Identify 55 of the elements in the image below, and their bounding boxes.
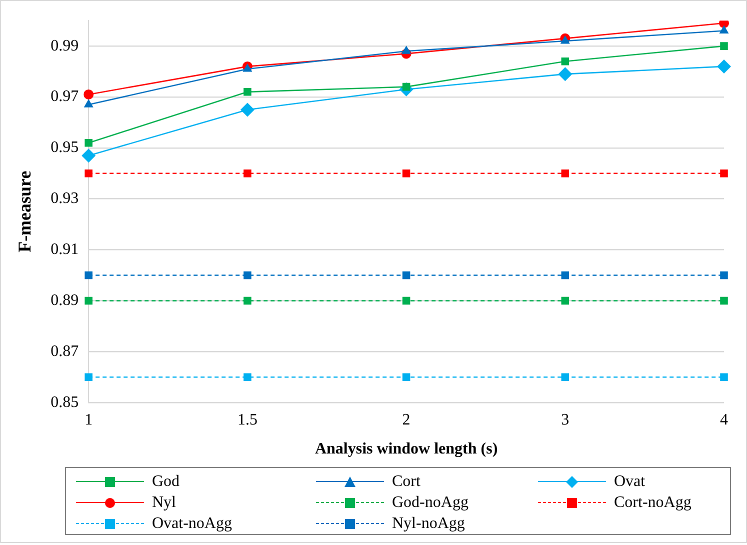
legend-label: Ovat xyxy=(614,472,646,492)
y-tick-label: 0.97 xyxy=(50,88,79,106)
point xyxy=(84,373,92,382)
x-tick-label: 1.5 xyxy=(237,411,258,428)
point xyxy=(717,59,731,74)
point xyxy=(244,373,252,382)
point xyxy=(561,271,570,280)
x-tick-label: 3 xyxy=(561,411,570,428)
point xyxy=(84,89,94,100)
y-tick-label: 0.85 xyxy=(50,394,79,411)
y-tick-label: 0.93 xyxy=(50,190,79,208)
y-tick-label: 0.89 xyxy=(50,292,79,309)
point xyxy=(84,99,94,108)
x-tick-label: 2 xyxy=(402,411,410,428)
legend-label: Nyl-noAgg xyxy=(392,514,465,534)
point xyxy=(561,373,570,382)
point xyxy=(244,88,252,96)
y-tick-label: 0.91 xyxy=(50,241,79,258)
y-axis-title: F-measure xyxy=(14,170,34,252)
point xyxy=(402,296,410,305)
point xyxy=(720,42,728,50)
point xyxy=(720,373,728,382)
y-tick-label: 0.87 xyxy=(50,342,79,360)
point xyxy=(244,271,252,280)
point xyxy=(720,296,728,305)
point xyxy=(84,138,92,147)
point xyxy=(402,373,410,382)
point xyxy=(561,296,570,305)
legend-label: God xyxy=(152,472,180,492)
legend-label: God-noAgg xyxy=(392,492,468,512)
point xyxy=(244,170,252,178)
point xyxy=(240,102,254,117)
legend-label: Cort xyxy=(392,472,420,492)
legend-label: Cort-noAgg xyxy=(614,492,692,512)
point xyxy=(561,170,570,178)
point xyxy=(402,170,410,178)
point xyxy=(402,271,410,280)
legend-label: Ovat-noAgg xyxy=(152,514,232,534)
point xyxy=(402,46,412,54)
x-tick-label: 4 xyxy=(720,411,728,428)
point xyxy=(719,25,729,34)
point xyxy=(720,170,728,178)
point xyxy=(84,296,92,305)
legend-label: Nyl xyxy=(152,492,176,512)
x-axis-title: Analysis window length (s) xyxy=(314,440,498,458)
y-tick-label: 0.95 xyxy=(50,139,79,156)
point xyxy=(244,296,252,305)
x-tick-label: 1 xyxy=(84,411,93,428)
point xyxy=(82,148,96,163)
point xyxy=(720,271,728,280)
point xyxy=(558,67,572,82)
point xyxy=(84,271,92,280)
y-tick-label: 0.99 xyxy=(50,37,79,54)
point xyxy=(84,170,92,178)
point xyxy=(561,57,570,66)
